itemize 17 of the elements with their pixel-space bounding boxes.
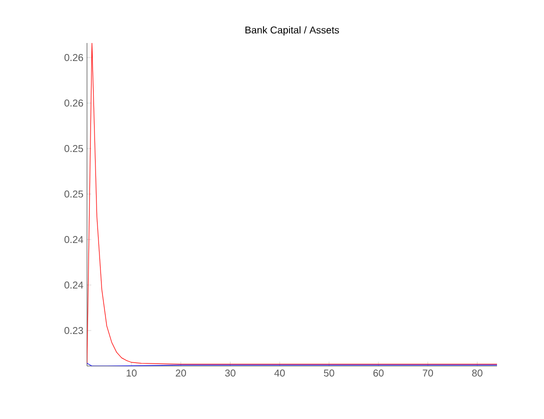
x-tick-label: 80 xyxy=(472,370,482,377)
y-tick-label: 0.25 xyxy=(64,190,84,198)
x-tick-label: 70 xyxy=(422,370,433,377)
x-tick-label: 40 xyxy=(274,370,285,377)
y-tick-label: 0.25 xyxy=(64,145,84,152)
y-tick-label: 0.26 xyxy=(64,100,84,107)
y-tick-label: 0.24 xyxy=(64,236,84,244)
line-series xyxy=(87,42,497,364)
chart-title: Bank Capital / Assets xyxy=(245,26,339,36)
y-tick-label: 0.23 xyxy=(64,326,84,334)
x-tick-label: 10 xyxy=(126,370,137,377)
y-tick-label: 0.26 xyxy=(64,54,84,62)
x-tick-label: 20 xyxy=(176,370,186,377)
x-tick-label: 50 xyxy=(324,370,334,377)
x-tick-label: 30 xyxy=(225,370,236,377)
y-tick-label: 0.24 xyxy=(64,281,84,289)
x-tick-label: 60 xyxy=(373,370,384,377)
